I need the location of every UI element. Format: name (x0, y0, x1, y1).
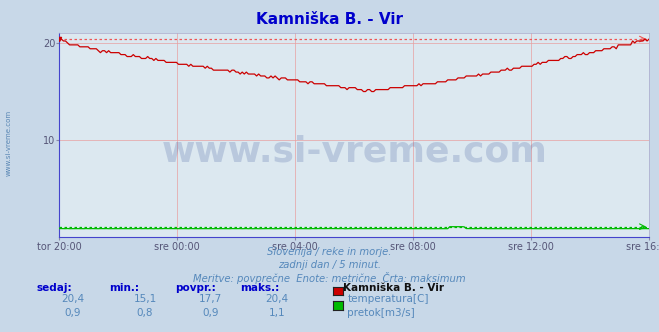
Text: temperatura[C]: temperatura[C] (347, 294, 429, 304)
Text: maks.:: maks.: (241, 283, 280, 293)
Text: 1,1: 1,1 (268, 308, 285, 318)
Text: 17,7: 17,7 (199, 294, 223, 304)
Text: Slovenija / reke in morje.: Slovenija / reke in morje. (268, 247, 391, 257)
Text: www.si-vreme.com: www.si-vreme.com (5, 110, 12, 176)
Text: min.:: min.: (109, 283, 139, 293)
Text: 0,9: 0,9 (64, 308, 81, 318)
Text: povpr.:: povpr.: (175, 283, 215, 293)
Text: 20,4: 20,4 (265, 294, 289, 304)
Text: pretok[m3/s]: pretok[m3/s] (347, 308, 415, 318)
Text: Meritve: povprečne  Enote: metrične  Črta: maksimum: Meritve: povprečne Enote: metrične Črta:… (193, 272, 466, 284)
Text: sedaj:: sedaj: (36, 283, 72, 293)
Text: Kamniška B. - Vir: Kamniška B. - Vir (343, 283, 444, 293)
Text: www.si-vreme.com: www.si-vreme.com (161, 134, 547, 169)
Text: zadnji dan / 5 minut.: zadnji dan / 5 minut. (278, 260, 381, 270)
Text: 0,8: 0,8 (136, 308, 154, 318)
Text: 0,9: 0,9 (202, 308, 219, 318)
Text: 20,4: 20,4 (61, 294, 84, 304)
Text: Kamniška B. - Vir: Kamniška B. - Vir (256, 12, 403, 27)
Text: 15,1: 15,1 (133, 294, 157, 304)
